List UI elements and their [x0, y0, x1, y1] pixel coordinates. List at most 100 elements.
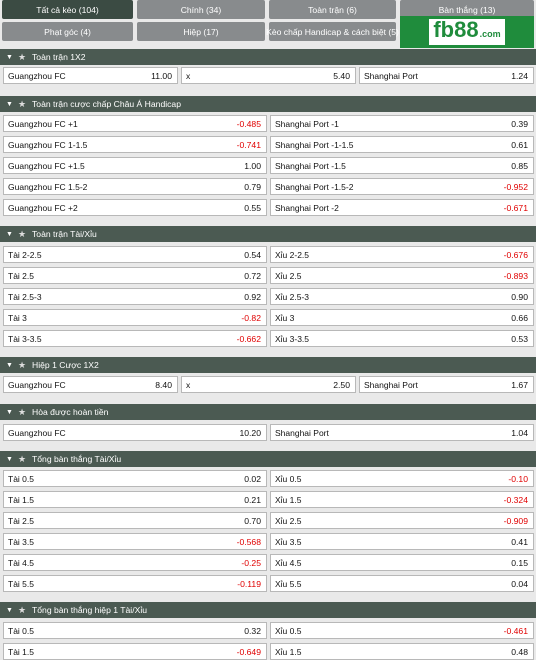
chevron-down-icon[interactable]: ▼	[6, 408, 13, 416]
section-header-fulltime-1x2[interactable]: ▼ ★ Toàn trận 1X2	[0, 49, 536, 65]
odds-value: -0.10	[508, 473, 528, 484]
odds-cell-right[interactable]: Xỉu 3.5 0.41	[270, 533, 534, 550]
odds-cell-left[interactable]: Tài 1.5 -0.649	[3, 643, 267, 660]
tab-handicap[interactable]: Kèo chấp Handicap & cách biệt (5)	[266, 22, 399, 41]
section-header-over-under[interactable]: ▼ ★ Toàn trận Tài/Xỉu	[0, 226, 536, 242]
odds-cell-left[interactable]: Tài 1.5 0.21	[3, 491, 267, 508]
odds-cell-right[interactable]: Shanghai Port -1 0.39	[270, 115, 534, 132]
odds-cell-left[interactable]: Guangzhou FC +2 0.55	[3, 199, 267, 216]
odds-cell-home[interactable]: Guangzhou FC 8.40	[3, 376, 178, 393]
chevron-down-icon[interactable]: ▼	[6, 53, 13, 61]
star-icon[interactable]: ★	[17, 359, 27, 370]
selection-label: Xỉu 4.5	[275, 557, 302, 568]
odds-cell-right[interactable]: Xỉu 5.5 0.04	[270, 575, 534, 592]
odds-cell-left[interactable]: Tài 2.5-3 0.92	[3, 288, 267, 305]
star-icon[interactable]: ★	[17, 228, 27, 239]
section-header-first-half-total-goals[interactable]: ▼ ★ Tổng bàn thắng hiệp 1 Tài/Xỉu	[0, 602, 536, 618]
selection-label: Xỉu 1.5	[275, 494, 302, 505]
section-header-first-half-1x2[interactable]: ▼ ★ Hiệp 1 Cược 1X2	[0, 357, 536, 373]
star-icon[interactable]: ★	[17, 406, 27, 417]
odds-cell-right[interactable]: Xỉu 2.5-3 0.90	[270, 288, 534, 305]
odds-cell-left[interactable]: Tài 0.5 0.02	[3, 470, 267, 487]
tab-half[interactable]: Hiệp (17)	[137, 22, 265, 41]
odds-cell-left[interactable]: Tài 4.5 -0.25	[3, 554, 267, 571]
odds-value: 0.90	[511, 291, 528, 302]
selection-label: Shanghai Port -1.5	[275, 160, 346, 171]
odds-cell-draw[interactable]: x 2.50	[181, 376, 356, 393]
odds-value: 10.20	[239, 427, 261, 438]
odds-cell-right[interactable]: Xỉu 0.5 -0.461	[270, 622, 534, 639]
odds-cell-draw[interactable]: x 5.40	[181, 67, 356, 84]
selection-label: x	[186, 379, 191, 390]
odds-value: 0.04	[511, 578, 528, 589]
odds-cell-left[interactable]: Guangzhou FC 10.20	[3, 424, 267, 441]
odds-cell-right[interactable]: Xỉu 1.5 -0.324	[270, 491, 534, 508]
odds-cell-away[interactable]: Shanghai Port 1.67	[359, 376, 534, 393]
odds-cell-right[interactable]: Shanghai Port 1.04	[270, 424, 534, 441]
odds-cell-right[interactable]: Xỉu 3 0.66	[270, 309, 534, 326]
odds-cell-left[interactable]: Guangzhou FC 1.5-2 0.79	[3, 178, 267, 195]
selection-label: Tài 4.5	[8, 557, 34, 568]
odds-value: -0.119	[237, 578, 261, 589]
odds-value: 0.53	[511, 333, 528, 344]
odds-value: -0.952	[503, 181, 528, 192]
star-icon[interactable]: ★	[17, 98, 27, 109]
section-header-asian-handicap[interactable]: ▼ ★ Toàn trận cược chấp Châu Á Handicap	[0, 96, 536, 112]
odds-cell-left[interactable]: Tài 3.5 -0.568	[3, 533, 267, 550]
odds-cell-left[interactable]: Tài 5.5 -0.119	[3, 575, 267, 592]
odds-cell-right[interactable]: Xỉu 4.5 0.15	[270, 554, 534, 571]
odds-cell-right[interactable]: Xỉu 2-2.5 -0.676	[270, 246, 534, 263]
chevron-down-icon[interactable]: ▼	[6, 606, 13, 614]
odds-cell-left[interactable]: Tài 2-2.5 0.54	[3, 246, 267, 263]
tab-fulltime[interactable]: Toàn trận (6)	[269, 0, 396, 19]
section-header-total-goals[interactable]: ▼ ★ Tổng bàn thắng Tài/Xỉu	[0, 451, 536, 467]
odds-cell-right[interactable]: Shanghai Port -2 -0.671	[270, 199, 534, 216]
star-icon[interactable]: ★	[17, 453, 27, 464]
odds-cell-right[interactable]: Shanghai Port -1.5-2 -0.952	[270, 178, 534, 195]
odds-value: 1.00	[244, 160, 261, 171]
odds-cell-left[interactable]: Tài 3 -0.82	[3, 309, 267, 326]
odds-cell-right[interactable]: Shanghai Port -1.5 0.85	[270, 157, 534, 174]
odds-value: 8.40	[155, 379, 172, 390]
chevron-down-icon[interactable]: ▼	[6, 230, 13, 238]
tab-main[interactable]: Chính (34)	[137, 0, 265, 19]
star-icon[interactable]: ★	[17, 604, 27, 615]
brand-logo: fb88 .com	[400, 16, 534, 48]
selection-label: Tài 2.5-3	[8, 291, 42, 302]
odds-cell-right[interactable]: Xỉu 2.5 -0.893	[270, 267, 534, 284]
odds-cell-left[interactable]: Tài 2.5 0.70	[3, 512, 267, 529]
tab-corners[interactable]: Phạt góc (4)	[2, 22, 133, 41]
odds-cell-right[interactable]: Xỉu 1.5 0.48	[270, 643, 534, 660]
odds-cell-left[interactable]: Tài 2.5 0.72	[3, 267, 267, 284]
odds-cell-left[interactable]: Guangzhou FC +1 -0.485	[3, 115, 267, 132]
odds-value: -0.662	[236, 333, 261, 344]
odds-value: 1.67	[511, 379, 528, 390]
odds-value: 0.15	[511, 557, 528, 568]
tab-all-markets[interactable]: Tất cả kèo (104)	[2, 0, 133, 19]
star-icon[interactable]: ★	[17, 51, 27, 62]
tab-goals[interactable]: Bàn thắng (13)	[400, 0, 534, 19]
odds-cell-left[interactable]: Tài 3-3.5 -0.662	[3, 330, 267, 347]
selection-label: Xỉu 3	[275, 312, 295, 323]
odds-cell-left[interactable]: Tài 0.5 0.32	[3, 622, 267, 639]
section-header-draw-no-bet[interactable]: ▼ ★ Hòa được hoàn tiền	[0, 404, 536, 420]
section-title: Toàn trận Tài/Xỉu	[32, 229, 97, 239]
odds-cell-right[interactable]: Xỉu 3-3.5 0.53	[270, 330, 534, 347]
odds-cell-right[interactable]: Xỉu 2.5 -0.909	[270, 512, 534, 529]
odds-cell-right[interactable]: Xỉu 0.5 -0.10	[270, 470, 534, 487]
chevron-down-icon[interactable]: ▼	[6, 361, 13, 369]
odds-cell-away[interactable]: Shanghai Port 1.24	[359, 67, 534, 84]
odds-cell-right[interactable]: Shanghai Port -1-1.5 0.61	[270, 136, 534, 153]
odds-value: -0.909	[503, 515, 528, 526]
odds-cell-left[interactable]: Guangzhou FC 1-1.5 -0.741	[3, 136, 267, 153]
odds-value: 11.00	[151, 70, 172, 81]
brand-logo-name: fb88	[433, 17, 479, 42]
chevron-down-icon[interactable]: ▼	[6, 100, 13, 108]
odds-cell-left[interactable]: Guangzhou FC +1.5 1.00	[3, 157, 267, 174]
selection-label: Guangzhou FC 1.5-2	[8, 181, 88, 192]
odds-value: 0.55	[244, 202, 261, 213]
odds-cell-home[interactable]: Guangzhou FC 11.00	[3, 67, 178, 84]
chevron-down-icon[interactable]: ▼	[6, 455, 13, 463]
odds-value: 0.85	[511, 160, 528, 171]
odds-value: 0.61	[511, 139, 528, 150]
